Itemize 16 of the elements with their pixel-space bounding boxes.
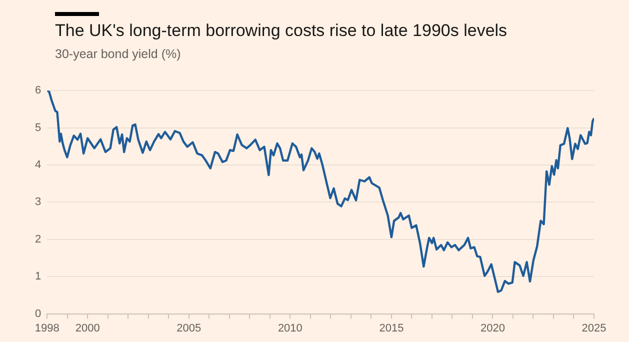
x-tick-label: 2015 [379,322,404,334]
y-tick-label: 2 [34,233,42,246]
y-tick-label: 0 [34,308,42,320]
x-tick-label: 2020 [480,322,505,334]
y-tick-label: 3 [34,196,42,208]
x-tick-label: 1998 [34,322,60,334]
chart-title: The UK's long-term borrowing costs rise to late 1990s levels [55,21,508,41]
chart-subtitle: 30-year bond yield (%) [55,47,181,61]
y-tick-label: 4 [34,159,42,172]
x-tick-label: 2000 [75,322,100,334]
y-tick-label: 5 [34,122,42,134]
x-tick-label: 2025 [582,322,606,334]
x-tick-label: 2005 [176,322,202,334]
x-tick-label: 2010 [278,322,302,334]
y-tick-label: 6 [34,84,42,97]
y-tick-label: 1 [34,270,42,283]
